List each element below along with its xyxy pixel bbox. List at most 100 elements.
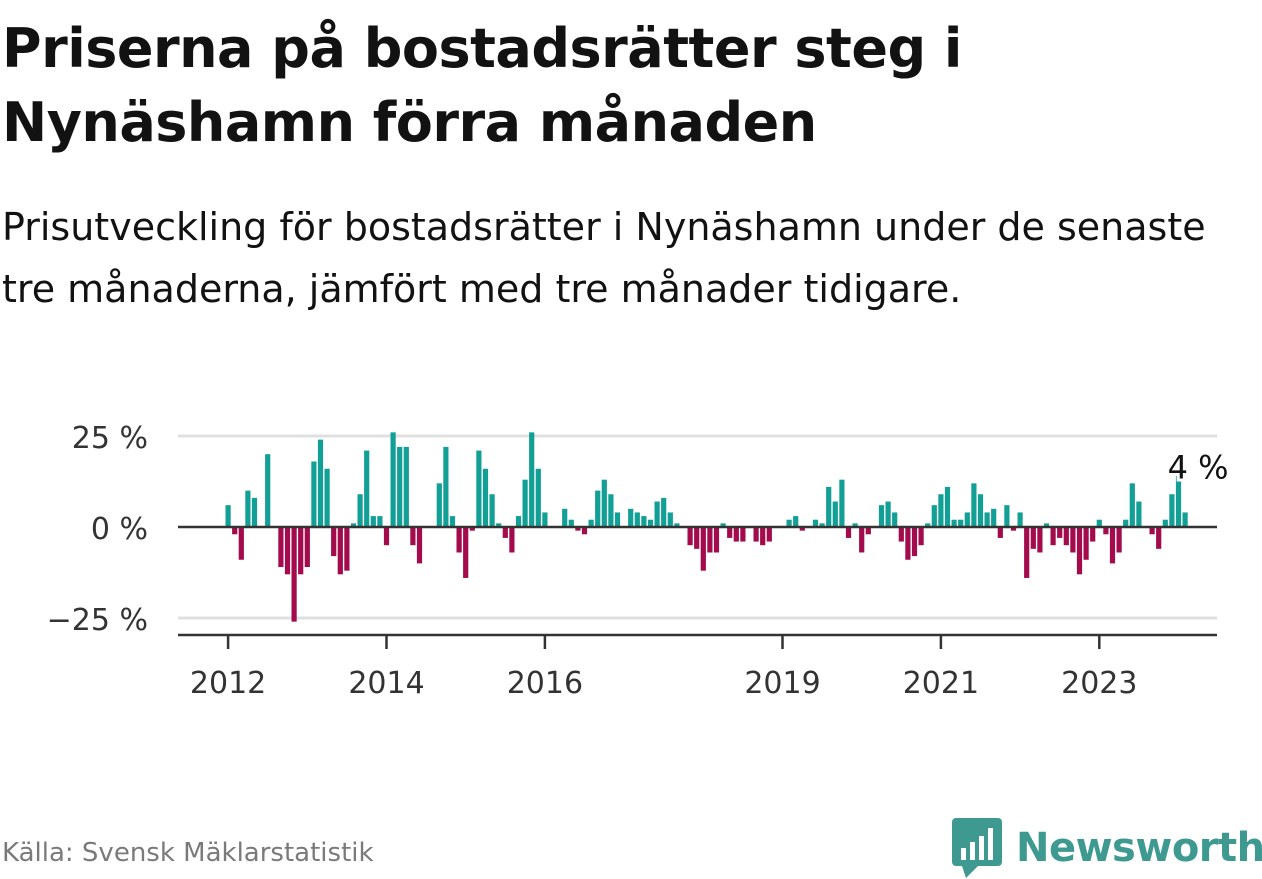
bar — [1010, 527, 1017, 531]
bar — [793, 516, 799, 527]
bar — [370, 516, 376, 527]
bar — [674, 523, 680, 527]
bar — [535, 468, 541, 527]
bar — [760, 527, 766, 546]
bar — [595, 490, 601, 527]
x-tick-label: 2023 — [1061, 666, 1137, 700]
bar — [654, 501, 660, 527]
bar — [1076, 527, 1083, 575]
brand-name: Newsworthy — [1016, 825, 1262, 871]
y-tick-label: −25 % — [47, 603, 148, 638]
bar — [311, 461, 317, 527]
bar — [958, 519, 964, 527]
bar — [1169, 494, 1175, 527]
bar — [951, 519, 957, 527]
bar — [377, 516, 383, 527]
y-tick-label: 0 % — [91, 512, 148, 547]
bar — [344, 527, 350, 571]
bar — [568, 519, 574, 527]
bar — [463, 527, 469, 578]
bar — [601, 479, 607, 527]
bar — [1096, 519, 1102, 527]
bar — [1175, 472, 1182, 527]
bar — [971, 483, 977, 527]
axes — [178, 525, 1217, 649]
bar — [1017, 512, 1023, 527]
bar — [628, 508, 634, 527]
x-tick-label: 2021 — [903, 666, 979, 700]
bar — [1123, 519, 1129, 527]
bar — [416, 527, 423, 564]
bars — [225, 432, 1188, 622]
bar — [298, 527, 304, 575]
bar — [1116, 527, 1122, 553]
bar — [496, 523, 502, 527]
bar — [687, 527, 693, 546]
bar — [997, 527, 1003, 538]
bar — [232, 527, 238, 535]
bar — [410, 527, 416, 546]
bar — [991, 508, 997, 527]
bar — [403, 446, 409, 527]
bar — [449, 516, 456, 527]
bar — [977, 494, 984, 527]
bar — [1136, 501, 1142, 527]
bar — [733, 527, 739, 542]
bar — [1063, 527, 1069, 546]
bar — [238, 527, 244, 560]
bar — [984, 512, 990, 527]
bar — [482, 468, 489, 527]
bar — [1043, 523, 1050, 527]
bar — [938, 494, 944, 527]
bar — [265, 454, 271, 527]
bar — [1090, 527, 1096, 542]
bar — [1129, 483, 1135, 527]
bar — [918, 527, 924, 546]
bar — [522, 479, 528, 527]
bar — [251, 497, 258, 527]
bar — [892, 512, 898, 527]
bar — [1083, 527, 1089, 560]
x-tick-label: 2012 — [190, 666, 266, 700]
bar — [812, 519, 819, 527]
bar — [1070, 527, 1076, 553]
bar — [786, 519, 792, 527]
bar — [350, 523, 357, 527]
bar — [647, 519, 654, 527]
bar — [753, 527, 759, 542]
axis-labels: 25 % 0 % −25 % 2012 2014 2016 2019 2021 2023 4 % — [47, 421, 1232, 700]
bar — [766, 527, 772, 542]
bar — [1109, 527, 1116, 564]
bar — [720, 523, 726, 527]
bar — [713, 527, 720, 553]
bar — [931, 505, 937, 527]
bar — [390, 432, 396, 527]
bar — [839, 479, 845, 527]
bar — [832, 501, 838, 527]
bar — [476, 450, 482, 527]
brand-logo: Newsworthy — [952, 818, 1262, 878]
bar — [925, 523, 931, 527]
bar — [383, 527, 390, 546]
bar — [397, 446, 403, 527]
bar — [436, 483, 442, 527]
bar — [614, 512, 621, 527]
bar — [357, 494, 363, 527]
bar — [469, 527, 475, 531]
bar — [944, 486, 951, 527]
bar — [1037, 527, 1043, 553]
chart-subtitle: Prisutveckling för bostadsrätter i Nynäs… — [2, 205, 1206, 311]
bar — [1030, 527, 1036, 549]
bar — [898, 527, 904, 542]
x-tick-label: 2019 — [744, 666, 820, 700]
bar — [859, 527, 865, 553]
bar — [575, 527, 581, 531]
bar — [661, 497, 667, 527]
bar — [819, 523, 825, 527]
bar — [964, 512, 970, 527]
chart-title: Priserna på bostadsrätter steg i Nynäsha… — [2, 17, 962, 154]
bar — [1156, 527, 1162, 549]
bar — [799, 527, 805, 531]
bar — [826, 486, 832, 527]
bar — [515, 516, 522, 527]
